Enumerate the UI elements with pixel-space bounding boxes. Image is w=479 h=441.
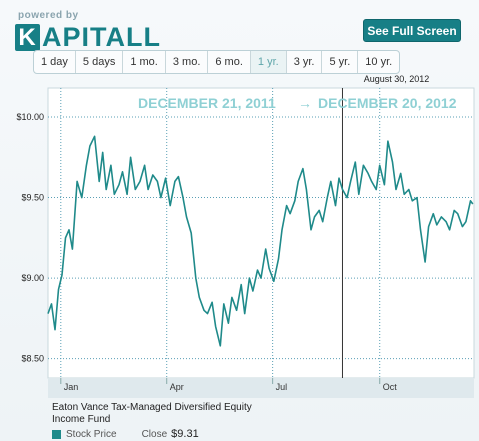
logo-letter-box: K	[15, 24, 40, 51]
tab-1-day[interactable]: 1 day	[34, 51, 76, 73]
tab-10-years[interactable]: 10 yr.	[365, 56, 393, 68]
tab-1-month[interactable]: 1 mo.	[123, 51, 166, 73]
y-tick-label: $9.00	[21, 273, 44, 283]
hover-date-label: August 30, 2012	[364, 74, 430, 84]
close-label: Close	[141, 428, 168, 440]
x-tick-label: Oct	[383, 382, 398, 392]
timeframe-tabs: 1 day 5 days 1 mo. 3 mo. 6 mo. 1 yr. 3 y…	[33, 50, 401, 74]
fund-name: Eaton Vance Tax-Managed Diversified Equi…	[52, 402, 252, 425]
legend-swatch	[52, 429, 61, 439]
tab-1-year[interactable]: 1 yr.	[250, 51, 287, 73]
see-full-screen-button[interactable]: See Full Screen	[363, 19, 461, 42]
tab-6-months[interactable]: 6 mo.	[208, 51, 251, 73]
y-tick-label: $10.00	[16, 112, 44, 122]
y-tick-label: $9.50	[21, 193, 44, 203]
plot-area	[47, 87, 475, 379]
legend: Stock Price Close $9.31	[52, 428, 199, 440]
range-start-label: DECEMBER 21, 2011	[138, 95, 276, 111]
tab-5-years[interactable]: 5 yr.	[322, 51, 359, 73]
x-axis-ticks: Jan Apr Jul Oct	[60, 378, 398, 392]
tab-5-days[interactable]: 5 days	[76, 51, 124, 73]
y-axis-ticks: $10.00 $9.50 $9.00 $8.50	[16, 112, 44, 364]
range-end-label: DECEMBER 20, 2012	[318, 95, 457, 111]
close-value: $9.31	[171, 428, 199, 440]
legend-series-label: Stock Price	[66, 428, 117, 440]
tab-3-years[interactable]: 3 yr.	[287, 51, 323, 73]
powered-by-text: powered by	[18, 10, 79, 21]
y-tick-label: $8.50	[21, 354, 44, 364]
x-tick-label: Apr	[170, 382, 184, 392]
tab-3-months[interactable]: 3 mo.	[166, 51, 209, 73]
x-axis-band	[48, 378, 474, 398]
x-tick-label: Jan	[64, 382, 79, 392]
kapitall-logo[interactable]: K APITALL	[15, 22, 161, 53]
range-arrow: →	[298, 95, 312, 111]
stock-price-line	[47, 135, 474, 347]
x-tick-label: Jul	[276, 382, 288, 392]
logo-wordmark: APITALL	[42, 22, 161, 52]
